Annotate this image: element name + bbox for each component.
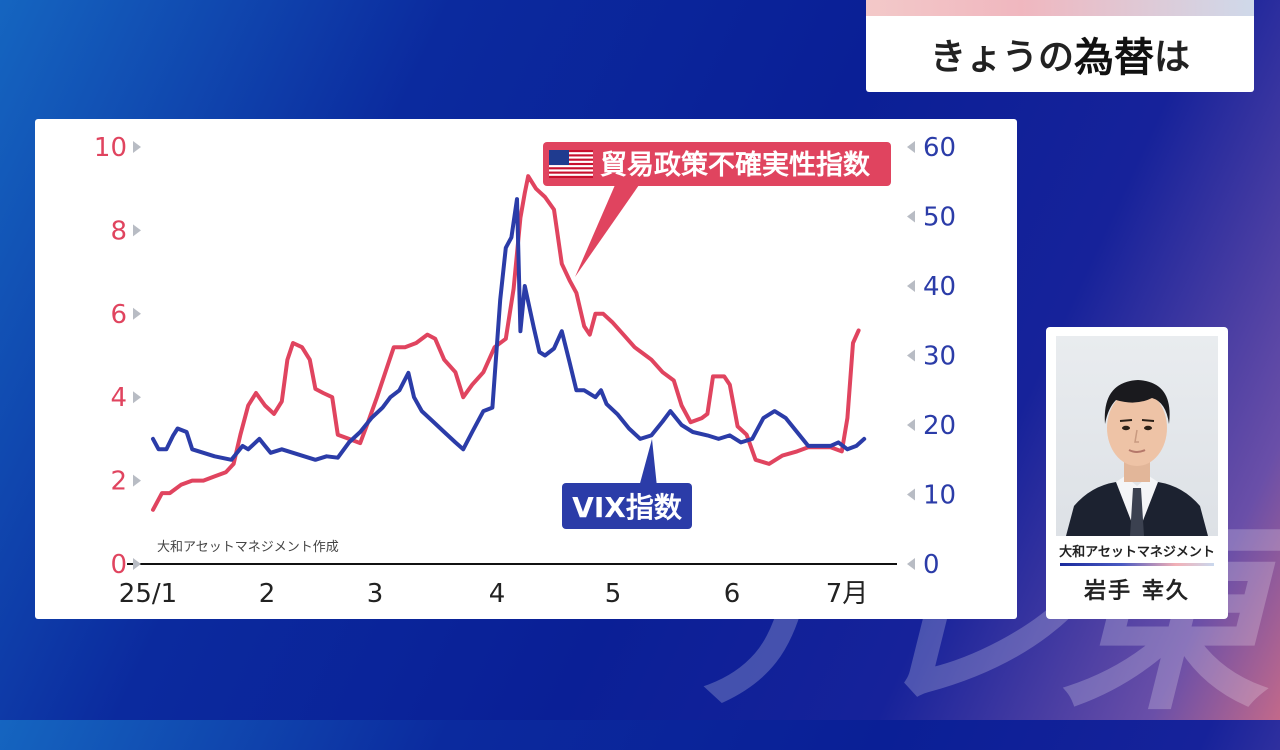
right-axis-tick-label: 20 — [923, 411, 956, 441]
left-axis-tick-label: 6 — [110, 300, 127, 330]
trade-policy-uncertainty-line — [151, 174, 861, 512]
us-flag-stripe — [549, 175, 593, 178]
page-title: きょうの 為替 は — [866, 16, 1254, 92]
trade-policy-label-pointer — [575, 185, 639, 277]
right-axis-tick-marker — [907, 349, 915, 362]
right-axis-tick-marker — [907, 210, 915, 223]
right-axis-tick-label: 30 — [923, 342, 956, 372]
left-axis-tick-label: 10 — [94, 133, 127, 163]
x-axis-tick-label: 2 — [259, 579, 276, 609]
vix-label-text: VIX指数 — [572, 491, 683, 524]
left-axis-tick-marker — [133, 558, 141, 570]
right-axis-tick-marker — [907, 558, 915, 570]
us-flag-stripe — [549, 162, 593, 166]
left-axis-tick-label: 2 — [110, 467, 127, 497]
left-axis-tick-label: 8 — [110, 216, 127, 246]
left-axis-tick-marker — [133, 224, 141, 237]
chart-panel: 0 2 4 6 8 10 0 10 20 30 40 50 60 25/1 2 3 4 5 6 7月 大和アセットマネジ… — [35, 119, 1017, 619]
organization-underline — [1060, 563, 1214, 566]
us-flag-stripe — [549, 167, 593, 170]
left-axis-tick-label: 4 — [110, 383, 127, 413]
right-axis-tick-label: 60 — [923, 133, 956, 163]
left-axis-tick-label: 0 — [110, 550, 127, 580]
x-axis-tick-label: 5 — [605, 579, 622, 609]
title-prefix: きょうの — [929, 37, 1074, 78]
title-suffix: は — [1154, 37, 1191, 78]
us-flag-stripe — [549, 158, 593, 161]
left-axis-tick-marker — [133, 474, 141, 487]
commentator-name: 岩手 幸久 — [1084, 579, 1190, 604]
commentator-photo — [1056, 336, 1218, 536]
left-axis-tick-marker — [133, 307, 141, 320]
commentator-card: 大和アセットマネジメント 岩手 幸久 — [1046, 327, 1228, 619]
trade-policy-label-text: 貿易政策不確実性指数 — [600, 149, 871, 181]
title-accent-strip — [866, 0, 1254, 16]
source-note: 大和アセットマネジメント作成 — [157, 540, 339, 555]
x-axis-tick-label: 6 — [724, 579, 741, 609]
right-axis-tick-marker — [907, 141, 915, 153]
title-main: 為替 — [1074, 35, 1154, 81]
us-flag-canton — [549, 150, 569, 165]
us-flag-stripe — [549, 150, 593, 153]
commentator-organization: 大和アセットマネジメント — [1059, 545, 1215, 560]
vix-label-box — [562, 483, 692, 529]
x-axis-tick-label: 7月 — [826, 579, 869, 609]
vix-label-pointer — [639, 439, 657, 487]
right-axis-tick-marker — [907, 488, 915, 501]
us-flag-stripe — [549, 171, 593, 174]
left-axis-tick-marker — [133, 391, 141, 404]
right-axis-tick-label: 10 — [923, 481, 956, 511]
right-axis-tick-marker — [907, 419, 915, 431]
right-axis-tick-label: 0 — [923, 550, 940, 580]
x-axis-tick-label: 3 — [367, 579, 384, 609]
right-axis-tick-label: 50 — [923, 203, 956, 233]
x-axis-tick-label: 4 — [489, 579, 506, 609]
us-flag-stripe — [549, 154, 593, 157]
trade-policy-label-box — [543, 142, 891, 186]
right-axis-tick-label: 40 — [923, 272, 956, 302]
x-axis-tick-label: 25/1 — [119, 579, 177, 609]
vix-line — [151, 197, 867, 462]
left-axis-tick-marker — [133, 141, 141, 153]
dual-axis-line-chart: 0 2 4 6 8 10 0 10 20 30 40 50 60 25/1 2 3 4 5 6 7月 大和アセットマネジ… — [94, 133, 956, 609]
right-axis-tick-marker — [907, 280, 915, 292]
